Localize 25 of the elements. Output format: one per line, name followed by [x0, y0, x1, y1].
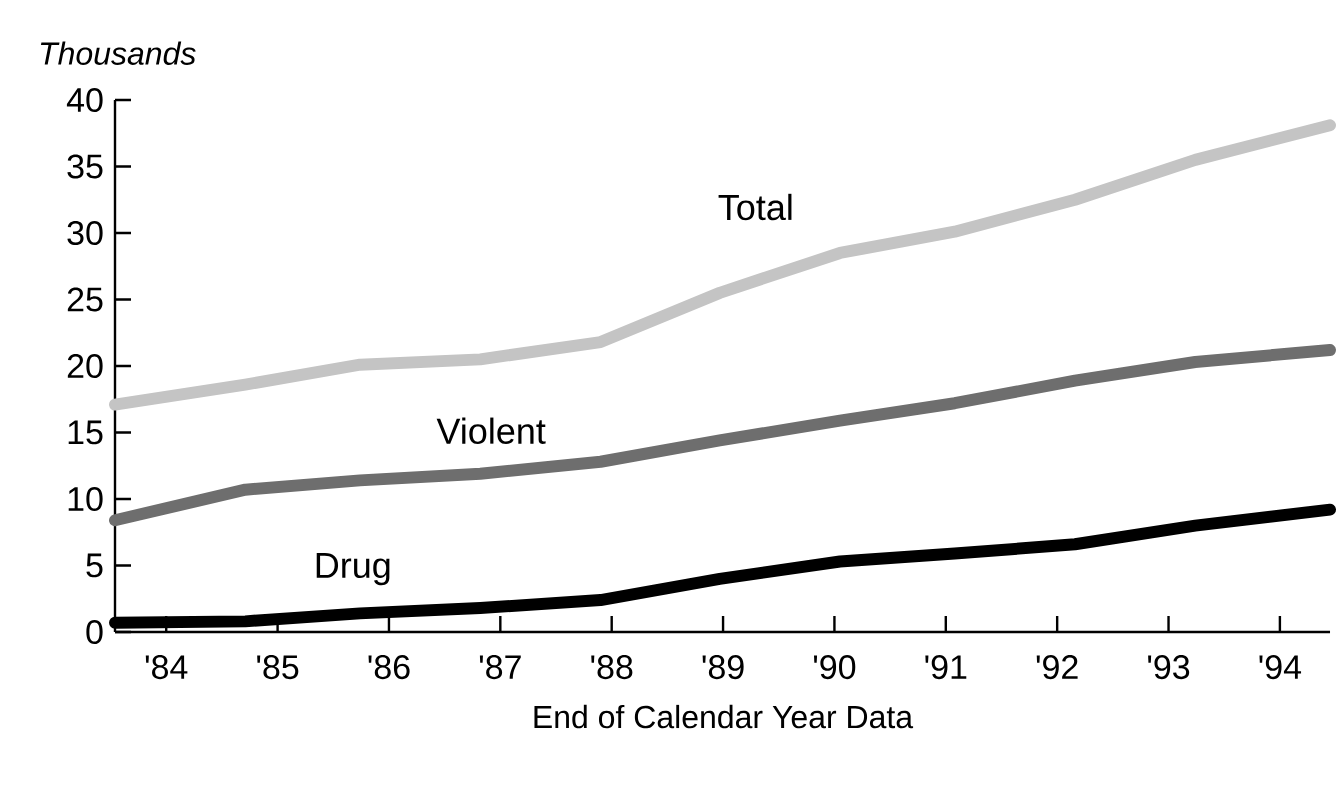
- x-tick-label: '93: [1148, 655, 1190, 680]
- series-label: Violent: [436, 417, 546, 444]
- y-axis-title: Thousands: [40, 41, 196, 65]
- x-tick-label: '91: [925, 655, 967, 680]
- y-tick-label: 30: [67, 220, 103, 246]
- x-tick-label: '85: [257, 655, 299, 680]
- x-tick-label: '89: [702, 655, 744, 680]
- series-label: Total: [718, 193, 792, 221]
- series-label: Drug: [316, 552, 390, 586]
- y-tick-label: 0: [86, 619, 103, 645]
- y-tick-label: 10: [68, 486, 103, 512]
- x-tick-label: '94: [1259, 655, 1302, 680]
- x-tick-label: '90: [813, 655, 856, 680]
- y-tick-label: 15: [68, 420, 103, 445]
- y-tick-label: 25: [67, 287, 103, 312]
- y-tick-label: 5: [86, 553, 103, 578]
- y-tick-label: 35: [67, 154, 103, 179]
- x-axis-title: End of Calendar Year Data: [534, 704, 914, 729]
- y-tick-label: 40: [66, 87, 103, 113]
- x-tick-label: '87: [479, 655, 521, 680]
- y-tick-label: 20: [67, 353, 103, 379]
- x-tick-label: '84: [145, 655, 188, 680]
- x-tick-label: '86: [368, 655, 410, 680]
- x-tick-label: '88: [591, 655, 633, 680]
- x-tick-label: '92: [1036, 655, 1078, 680]
